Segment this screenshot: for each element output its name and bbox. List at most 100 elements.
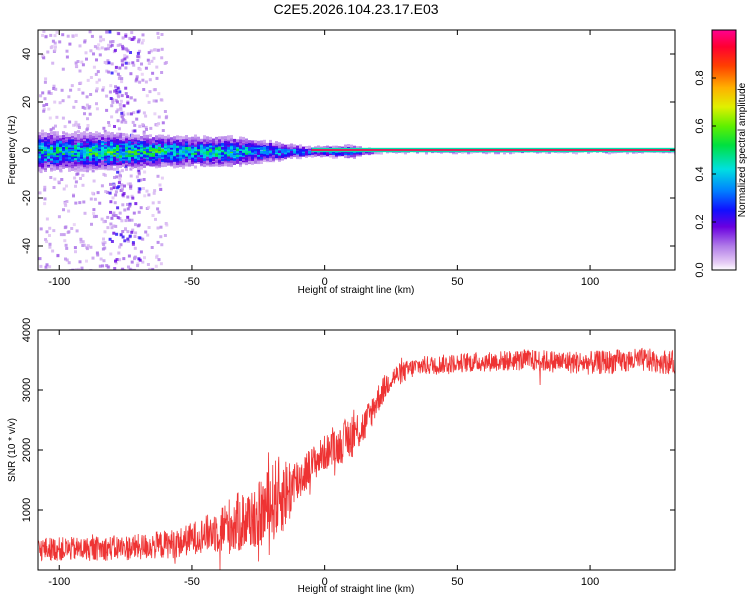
spectrogram-cell xyxy=(80,138,83,142)
spectrogram-cell xyxy=(164,116,168,120)
spectrogram-cell xyxy=(117,170,121,174)
snr-y-label: SNR (10 * v/v) xyxy=(7,418,18,482)
spectrogram-cell xyxy=(154,264,158,268)
spectrogram-cell xyxy=(110,153,113,157)
spectrogram-cell xyxy=(120,59,124,63)
spectrogram-cell xyxy=(107,43,110,47)
spectrogram-cell xyxy=(332,145,335,149)
spectrogram-cell xyxy=(185,142,188,146)
spectrogram-cell xyxy=(272,150,275,154)
spectrogram-cell xyxy=(134,134,137,138)
spectrogram-cell xyxy=(188,137,191,141)
spectrogram-cell xyxy=(197,156,200,160)
spectrogram-cell xyxy=(182,138,185,142)
spectrogram-cell xyxy=(88,30,92,34)
spectrogram-cell xyxy=(39,227,43,231)
spectrogram-cell xyxy=(221,146,224,150)
spectrogram-cell xyxy=(61,99,65,103)
spectrogram-cell xyxy=(194,134,197,138)
spectrogram-cell xyxy=(132,268,136,270)
spectrogram-cell xyxy=(50,150,53,154)
spectrogram-cell xyxy=(227,150,230,154)
spectrogram-cell xyxy=(76,172,80,176)
spectrogram-cell xyxy=(245,146,248,150)
spectrogram-cell xyxy=(173,162,176,165)
spectrogram-cell xyxy=(151,267,155,270)
spectrogram-cell xyxy=(149,153,152,157)
spectrogram-cell xyxy=(191,154,194,158)
spectrogram-cell xyxy=(86,163,89,167)
spectrogram-cell xyxy=(344,152,347,155)
spectrogram-cell xyxy=(108,30,112,34)
spectrogram-cell xyxy=(212,150,215,154)
spectrogram-cell xyxy=(140,156,143,160)
spectrogram-cell xyxy=(104,155,107,159)
spectrogram-cell xyxy=(44,134,47,138)
spectrogram-cell xyxy=(260,142,263,146)
spectrogram-cell xyxy=(134,146,137,150)
spectrogram-cell xyxy=(59,144,62,148)
spectrogram-cell xyxy=(221,153,224,157)
spectrogram-cell xyxy=(53,161,56,165)
spectrogram-cell xyxy=(49,33,53,37)
spectrogram-cell xyxy=(215,144,218,148)
x-tick-label: -50 xyxy=(184,576,200,588)
spectrogram-cell xyxy=(299,144,302,148)
spectrogram-cell xyxy=(83,166,86,170)
spectrogram-cell xyxy=(98,136,101,140)
spectrogram-cell xyxy=(38,135,41,139)
spectrogram-cell xyxy=(63,239,67,243)
spectrogram-cell xyxy=(182,158,185,162)
spectrogram-cell xyxy=(125,148,128,152)
spectrogram-cell xyxy=(170,157,173,161)
spectrogram-cell xyxy=(119,135,122,139)
spectrogram-cell xyxy=(251,157,254,161)
spectrogram-cell xyxy=(102,172,106,176)
spectrogram-cell xyxy=(42,104,46,108)
spectrogram-cell xyxy=(53,144,56,148)
spectrogram-cell xyxy=(170,161,173,165)
spectrogram-cell xyxy=(608,151,611,155)
spectrogram-cell xyxy=(164,142,167,146)
spectrogram-cell xyxy=(117,77,121,80)
spectrogram-cell xyxy=(43,197,47,201)
spectrogram-cell xyxy=(116,139,119,142)
spectrogram-cell xyxy=(38,146,41,150)
colorbar-tick-label: 0.2 xyxy=(694,214,706,229)
spectrogram-cell xyxy=(120,80,124,84)
spectrogram-cell xyxy=(44,164,47,168)
spectrogram-cell xyxy=(145,94,149,98)
spectrogram-cell xyxy=(80,155,83,159)
spectrogram-cell xyxy=(127,239,131,243)
spectrogram-cell xyxy=(86,161,89,165)
spectrogram-cell xyxy=(236,160,239,164)
spectrogram-cell xyxy=(140,141,143,145)
spectrogram-cell xyxy=(227,143,230,147)
spectrogram-cell xyxy=(575,151,578,155)
spectrogram-cell xyxy=(41,164,44,167)
spectrogram-cell xyxy=(182,159,185,163)
spectrogram-cell xyxy=(103,230,107,234)
spectrogram-cell xyxy=(257,157,260,161)
spectrogram-cell xyxy=(48,234,51,237)
spectrogram-cell xyxy=(68,159,71,163)
spectrogram-cell xyxy=(124,165,128,169)
spectrogram-cell xyxy=(112,183,116,187)
spectrogram-cell xyxy=(79,81,83,85)
spectrogram-cell xyxy=(143,154,146,158)
spectrogram-cell xyxy=(182,162,185,166)
spectrogram-cell xyxy=(72,194,75,198)
spectrogram-cell xyxy=(110,141,113,145)
spectrogram-cell xyxy=(134,165,137,169)
spectrogram-cell xyxy=(134,136,137,140)
spectrogram-cell xyxy=(224,148,227,152)
x-tick-label: 0 xyxy=(322,576,328,588)
spectrogram-cell xyxy=(158,154,161,158)
spectrogram-cell xyxy=(137,138,140,142)
spectrogram-cell xyxy=(263,155,266,159)
spectrogram-cell xyxy=(125,146,128,150)
spectrogram-cell xyxy=(50,146,53,150)
spectrogram-cell xyxy=(572,150,575,154)
spectrogram-cell xyxy=(76,60,80,63)
spectrogram-cell xyxy=(138,236,142,240)
